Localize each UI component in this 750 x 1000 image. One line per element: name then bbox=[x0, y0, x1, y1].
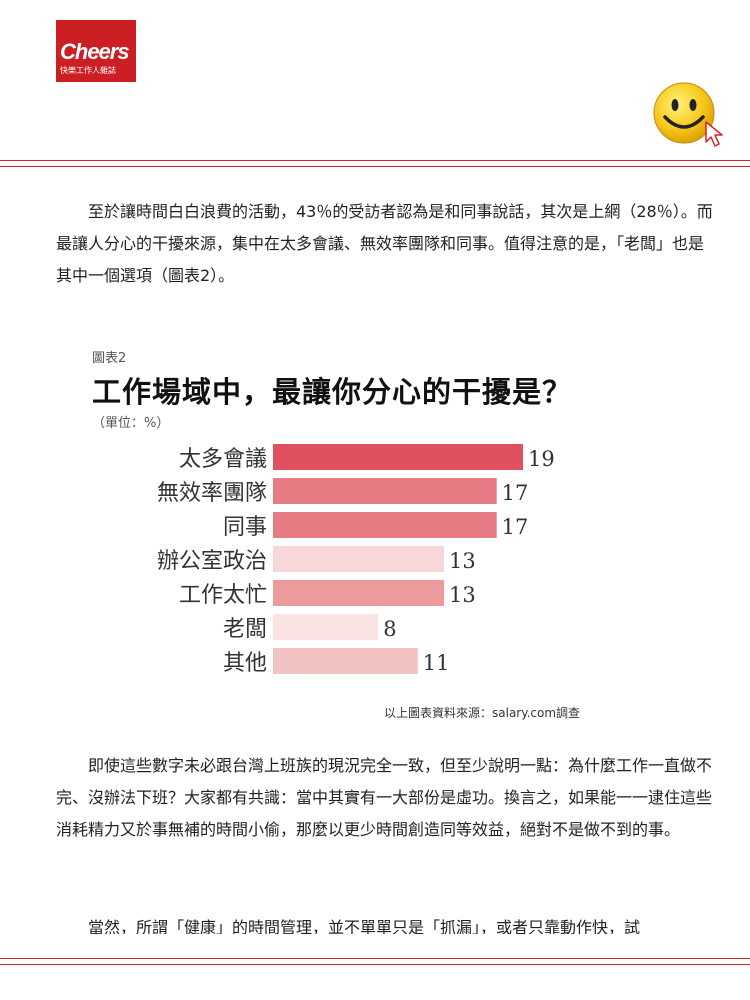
category-label: 老闆 bbox=[223, 617, 267, 642]
article-paragraph-3: 當然，所謂「健康」的時間管理，並不單單只是「抓漏」，或者只靠動作快，試 bbox=[88, 918, 641, 934]
logo-text: Cheers bbox=[60, 39, 130, 64]
bar-6 bbox=[273, 648, 418, 674]
category-label: 辦公室政治 bbox=[157, 549, 267, 574]
bar-5 bbox=[273, 614, 379, 640]
article-paragraph-2: 即使這些數字未必跟台灣上班族的現況完全一致，但至少說明一點：為什麼工作一直做不完… bbox=[56, 756, 713, 839]
logo-subtitle: 快樂工作人雜誌 bbox=[60, 66, 116, 75]
category-label: 其他 bbox=[223, 651, 267, 676]
cheers-logo: Cheers 快樂工作人雜誌 bbox=[56, 20, 136, 82]
value-label: 17 bbox=[502, 481, 529, 505]
value-label: 19 bbox=[528, 447, 555, 471]
mouse-cursor-icon bbox=[705, 121, 723, 147]
value-label: 8 bbox=[383, 617, 396, 641]
bar-3 bbox=[273, 546, 445, 572]
category-label: 同事 bbox=[223, 515, 267, 540]
figure-label: 圖表2 bbox=[92, 351, 127, 366]
top-divider bbox=[0, 160, 750, 167]
category-label: 太多會議 bbox=[179, 447, 267, 472]
bar-2 bbox=[273, 512, 497, 538]
bar-0 bbox=[273, 444, 523, 470]
bar-chart: 太多會議 19 無效率團隊 17 同事 17 辦公室政治 13 工作太忙 13 老闆 8 其他 11 bbox=[157, 444, 555, 676]
value-label: 17 bbox=[502, 515, 529, 539]
smiley-face-icon bbox=[653, 82, 723, 147]
value-label: 13 bbox=[449, 549, 476, 573]
bar-1 bbox=[273, 478, 497, 504]
value-label: 11 bbox=[423, 651, 450, 675]
chart-source: 以上圖表資料來源：salary.com調查 bbox=[384, 706, 581, 720]
bottom-divider bbox=[0, 958, 750, 965]
category-label: 無效率團隊 bbox=[157, 481, 267, 506]
article-paragraph-1: 至於讓時間白白浪費的活動，43％的受訪者認為是和同事說話，其次是上網（28％）。… bbox=[56, 202, 713, 285]
chart-title: 工作場域中，最讓你分心的干擾是？ bbox=[92, 375, 573, 409]
chart-unit: （單位：%） bbox=[92, 416, 170, 431]
bar-4 bbox=[273, 580, 445, 606]
category-label: 工作太忙 bbox=[179, 583, 267, 608]
value-label: 13 bbox=[449, 583, 476, 607]
